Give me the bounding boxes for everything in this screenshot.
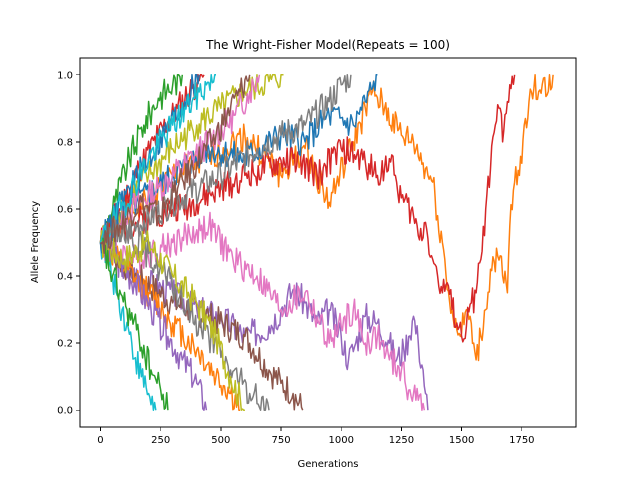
- x-tick-label: 0: [97, 435, 103, 446]
- y-tick-label: 0.2: [57, 339, 73, 350]
- series-line: [99, 229, 245, 411]
- axes-layer: 0 250 500 750 1000 1250 1500 1750 0.0 0.2 0.4 0.6 0.…: [57, 57, 577, 446]
- x-tick-label: 1500: [449, 435, 474, 446]
- y-tick-label: 0.0: [57, 406, 73, 417]
- y-tick-label: 1.0: [57, 70, 73, 81]
- series-line: [99, 235, 241, 411]
- chart-title: The Wright-Fisher Model(Repeats = 100): [205, 38, 450, 52]
- y-tick-label: 0.8: [57, 137, 73, 148]
- series-line: [99, 74, 184, 248]
- y-axis-label: Allele Frequency: [30, 201, 41, 283]
- series-line: [99, 74, 378, 250]
- series-line: [99, 74, 216, 243]
- plot-frame: [79, 57, 577, 428]
- series-line: [99, 237, 169, 411]
- series-line: [99, 74, 251, 255]
- y-tick-label: 0.4: [57, 272, 73, 283]
- series-layer: [99, 74, 554, 411]
- x-tick-label: 750: [272, 435, 291, 446]
- series-line: [99, 212, 270, 411]
- x-tick-label: 1250: [389, 435, 414, 446]
- x-tick-label: 1000: [329, 435, 354, 446]
- x-tick-label: 250: [151, 435, 170, 446]
- y-tick-label: 0.6: [57, 204, 73, 215]
- series-line: [99, 74, 516, 343]
- x-axis-label: Generations: [298, 459, 359, 470]
- x-tick-label: 1750: [509, 435, 534, 446]
- x-tick-label: 500: [211, 435, 230, 446]
